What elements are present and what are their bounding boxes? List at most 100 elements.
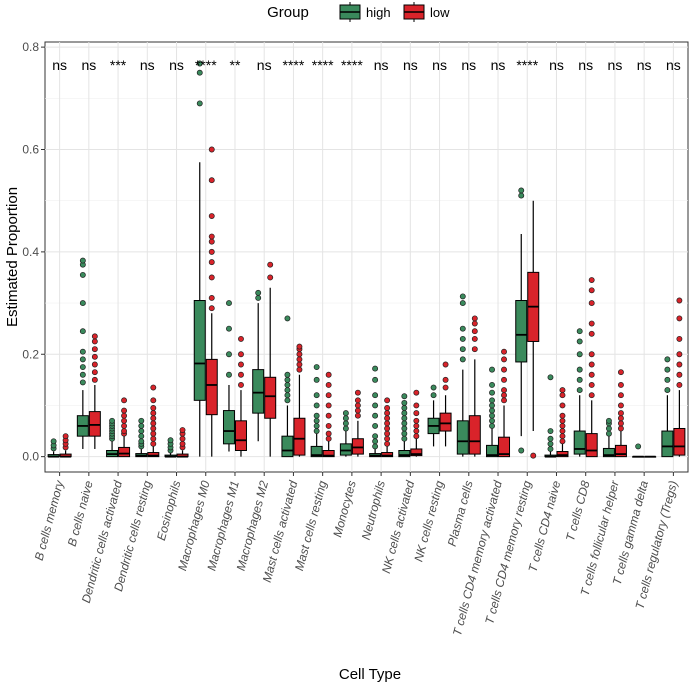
outlier-point	[588, 277, 595, 283]
outlier-point	[588, 371, 595, 378]
outlier-point	[588, 330, 595, 337]
box-low-17	[527, 200, 540, 459]
outlier-point	[559, 387, 566, 394]
outlier-point	[150, 420, 157, 427]
box-high-22	[661, 356, 674, 458]
outlier-point	[79, 271, 86, 278]
outlier-point	[664, 376, 671, 383]
outlier-point	[384, 405, 391, 411]
outlier-point	[372, 433, 379, 440]
significance-2: ns	[81, 57, 96, 73]
outlier-point	[588, 361, 595, 368]
outlier-point	[676, 335, 683, 342]
box-body	[293, 417, 306, 456]
outlier-point	[325, 371, 332, 378]
box-high-4	[135, 417, 148, 458]
outlier-point	[372, 438, 379, 445]
outlier-point	[588, 382, 595, 388]
box-low-2	[88, 333, 101, 449]
significance-3: ***	[110, 57, 127, 73]
outlier-point	[342, 420, 349, 427]
significance-7: **	[230, 57, 241, 73]
box-high-15	[456, 293, 469, 457]
outlier-point	[354, 412, 361, 419]
box-low-21	[644, 455, 657, 458]
outlier-point	[501, 356, 507, 363]
box-high-6	[193, 60, 206, 457]
significance-9: ****	[283, 57, 305, 73]
outlier-point	[354, 402, 361, 409]
outlier-point	[62, 433, 69, 440]
box-low-11	[351, 389, 364, 457]
outlier-point	[342, 425, 349, 432]
outlier-point	[384, 425, 391, 432]
box-low-16	[498, 348, 511, 458]
outlier-point	[255, 289, 262, 296]
outlier-point	[91, 353, 98, 360]
outlier-point	[121, 428, 128, 434]
outlier-point	[296, 356, 303, 363]
outlier-point	[489, 397, 495, 404]
significance-22: ns	[666, 57, 681, 73]
legend-entry-low: low	[403, 2, 450, 22]
outlier-point	[442, 361, 449, 368]
outlier-point	[109, 417, 116, 424]
outlier-point	[401, 420, 408, 427]
outlier-point	[150, 405, 157, 411]
outlier-point	[401, 415, 408, 422]
outlier-point	[226, 325, 232, 332]
outlier-point	[489, 389, 495, 396]
outlier-point	[471, 315, 478, 322]
outlier-point	[401, 410, 408, 417]
box-high-9	[281, 315, 294, 458]
outlier-point	[208, 213, 215, 219]
outlier-point	[150, 435, 157, 442]
outlier-point	[459, 325, 466, 332]
outlier-point	[588, 351, 595, 358]
box-body	[556, 451, 569, 458]
outlier-point	[489, 366, 495, 373]
outlier-point	[401, 405, 408, 411]
outlier-point	[79, 364, 86, 371]
box-body	[468, 415, 481, 455]
outlier-point	[459, 293, 466, 300]
outlier-point	[530, 452, 537, 459]
outlier-point	[255, 295, 262, 301]
outlier-point	[588, 300, 595, 307]
outlier-point	[284, 315, 291, 322]
significance-21: ns	[637, 57, 652, 73]
outlier-point	[296, 343, 303, 350]
outlier-point	[617, 420, 624, 427]
outlier-point	[372, 422, 379, 429]
significance-19: ns	[578, 57, 593, 73]
outlier-point	[384, 410, 391, 417]
significance-11: ****	[341, 57, 363, 73]
outlier-point	[342, 415, 349, 422]
outlier-point	[79, 257, 86, 264]
outlier-point	[664, 366, 671, 373]
outlier-point	[208, 238, 215, 245]
box-body	[602, 447, 615, 458]
outlier-point	[79, 379, 86, 386]
outlier-point	[284, 371, 291, 378]
outlier-point	[79, 300, 86, 307]
y-axis-title: Estimated Proportion	[4, 187, 21, 327]
outlier-point	[121, 412, 128, 419]
box-body	[515, 300, 528, 363]
box-body	[88, 411, 101, 437]
legend-label-low: low	[430, 5, 450, 20]
box-body	[310, 445, 323, 458]
outlier-point	[413, 433, 420, 440]
outlier-point	[547, 374, 554, 381]
box-high-17	[515, 187, 528, 454]
outlier-point	[559, 402, 566, 409]
outlier-point	[489, 407, 495, 414]
outlier-point	[384, 440, 391, 447]
outlier-point	[313, 412, 320, 419]
outlier-point	[605, 430, 612, 437]
x-tick-label: Neutrophils	[359, 479, 388, 541]
box-high-20	[602, 417, 615, 458]
outlier-point	[208, 295, 215, 301]
box-body	[614, 444, 627, 458]
